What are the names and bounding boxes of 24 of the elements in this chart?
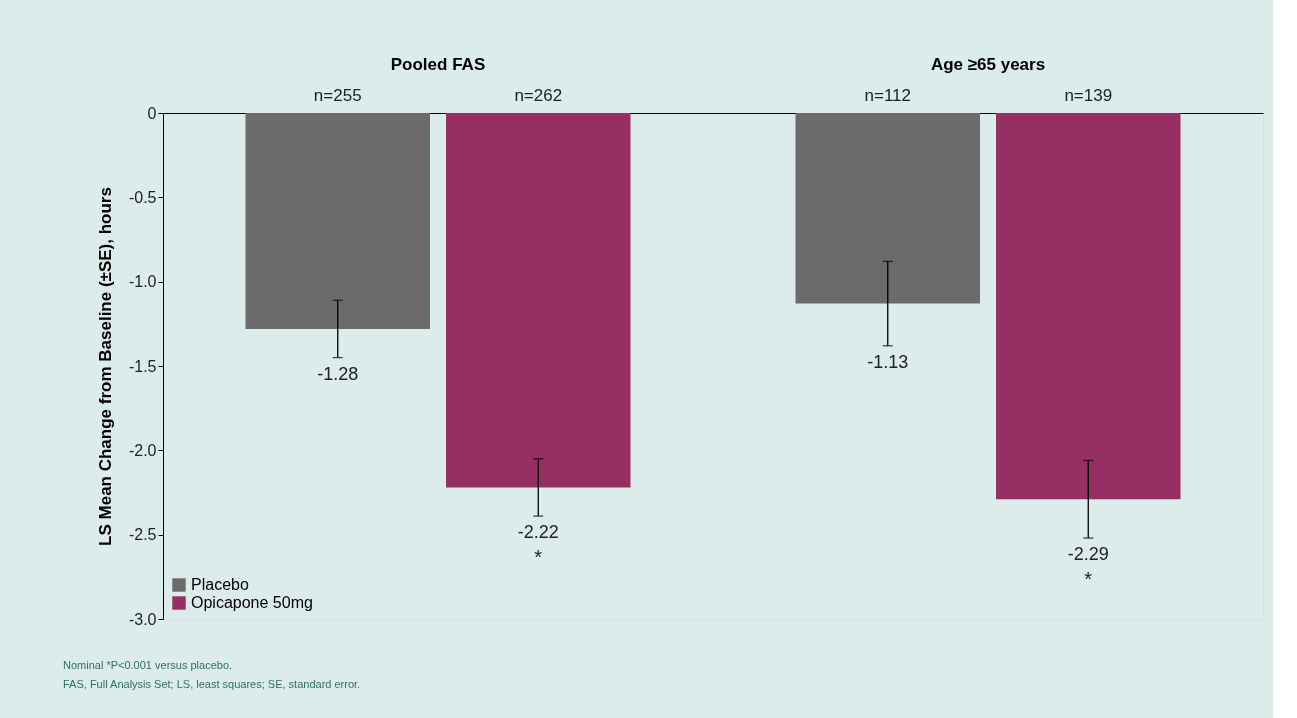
y-tick-label: -1.0 xyxy=(128,273,157,291)
data-label: -1.28 xyxy=(317,363,359,384)
text: FAS, Full Analysis Set; LS, least squares; SE, standard error. xyxy=(63,678,361,690)
x-tick-label: Age ≥65 years xyxy=(930,54,1046,74)
annotation: * xyxy=(534,546,543,569)
data-label: -1.13 xyxy=(867,351,909,372)
legend-label: Placebo xyxy=(191,576,249,593)
y-tick-label: -2.0 xyxy=(128,441,157,459)
text: n=255 xyxy=(313,86,362,105)
y-axis-title: LS Mean Change from Baseline (±SE), hours xyxy=(95,187,115,546)
data-label: -2.29 xyxy=(1067,544,1109,565)
y-tick-label: -2.5 xyxy=(128,526,157,544)
data-label: -2.22 xyxy=(517,522,559,543)
text: n=112 xyxy=(864,86,911,105)
y-tick-label: -1.5 xyxy=(128,357,157,375)
text: n=139 xyxy=(1064,86,1113,105)
text: n=262 xyxy=(514,86,563,105)
y-tick-label: -0.5 xyxy=(128,188,157,206)
y-tick-label: -3.0 xyxy=(128,610,157,628)
text: Nominal *P<0.001 versus placebo. xyxy=(63,659,233,671)
legend-label: Opicapone 50mg xyxy=(191,594,313,611)
x-tick-label: Pooled FAS xyxy=(390,54,486,74)
annotation: * xyxy=(1084,568,1093,591)
y-tick-label: 0 xyxy=(147,104,157,122)
